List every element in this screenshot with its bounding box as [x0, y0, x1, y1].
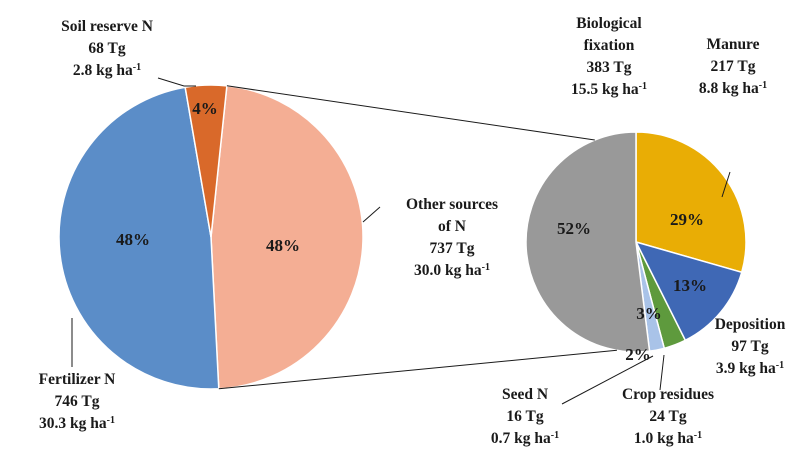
label-soil-0: Soil reserve N: [61, 18, 153, 35]
slice-fertilizer: [58, 86, 220, 390]
left-pie: [58, 84, 364, 390]
connector-bottom: [218, 349, 617, 390]
label-crop-2: 1.0 kg ha-1: [634, 430, 702, 448]
leader-seed: [561, 355, 654, 405]
label-manure-1: 217 Tg: [711, 58, 756, 75]
leader-manure: [721, 171, 731, 198]
pct-manure: 29%: [670, 210, 704, 229]
label-deposition-2: 3.9 kg ha-1: [716, 360, 784, 378]
slice-deposition: [634, 240, 743, 342]
label-biological-3: 15.5 kg ha-1: [571, 81, 647, 99]
label-other-0: Other sources: [406, 196, 498, 213]
slice-soil: [184, 84, 228, 238]
label-seed-2: 0.7 kg ha-1: [491, 430, 559, 448]
label-other-3: 30.0 kg ha-1: [414, 262, 490, 280]
label-other-1: of N: [438, 218, 466, 235]
label-biological-2: 383 Tg: [587, 59, 632, 76]
pct-other: 48%: [266, 236, 300, 255]
label-deposition-1: 97 Tg: [731, 338, 768, 355]
label-soil-2: 2.8 kg ha-1: [73, 62, 141, 80]
leader-soil: [157, 77, 196, 87]
label-fertilizer-1: 746 Tg: [55, 393, 100, 410]
label-seed-1: 16 Tg: [506, 408, 543, 425]
label-manure-2: 8.8 kg ha-1: [699, 80, 767, 98]
label-deposition-0: Deposition: [715, 316, 786, 333]
pct-deposition: 13%: [673, 276, 707, 295]
pct-seed: 2%: [625, 345, 651, 364]
right-pie: [525, 131, 747, 353]
label-fertilizer-0: Fertilizer N: [39, 371, 116, 388]
slice-other: [210, 85, 364, 390]
pct-biological: 52%: [557, 219, 591, 238]
label-biological-1: fixation: [584, 37, 635, 54]
leader-other: [362, 206, 381, 223]
label-crop-1: 24 Tg: [649, 408, 686, 425]
slice-manure: [635, 131, 747, 274]
pct-crop: 3%: [636, 304, 662, 323]
label-soil-1: 68 Tg: [88, 40, 125, 57]
label-manure-0: Manure: [706, 36, 759, 53]
label-fertilizer-2: 30.3 kg ha-1: [39, 415, 115, 433]
label-other-2: 737 Tg: [430, 240, 475, 257]
label-seed-0: Seed N: [502, 386, 548, 403]
connector-top: [226, 85, 595, 141]
label-biological-0: Biological: [576, 15, 642, 32]
leader-crop: [659, 354, 665, 391]
pct-soil: 4%: [192, 99, 218, 118]
label-crop-0: Crop residues: [622, 386, 714, 403]
slice-biological: [525, 131, 651, 353]
pct-fertilizer: 48%: [116, 230, 150, 249]
